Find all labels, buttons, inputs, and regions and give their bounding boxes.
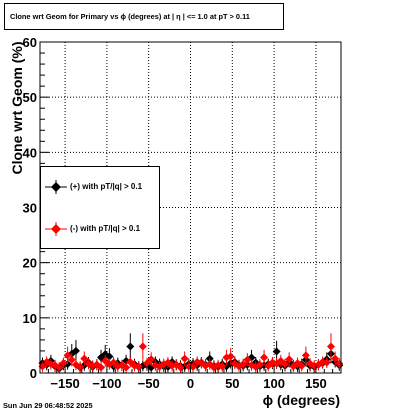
legend-label-negative: (-) with pT/|q| > 0.1 — [70, 224, 141, 233]
diamond-marker — [67, 355, 76, 364]
legend-entry-positive: (+) with pT/|q| > 0.1 — [41, 177, 159, 197]
diamond-marker — [147, 355, 156, 364]
data-point — [55, 361, 64, 373]
diamond-marker — [260, 353, 269, 362]
data-point — [247, 359, 256, 371]
data-point — [243, 353, 252, 367]
diamond-marker — [76, 362, 85, 371]
diamond-marker — [285, 355, 294, 364]
axes: −150 −100 −50 0 50 100 150 0 10 20 30 40 50 60 — [23, 35, 342, 391]
diamond-marker — [97, 363, 106, 372]
data-point — [122, 361, 131, 373]
data-point — [239, 358, 248, 370]
data-point — [331, 351, 340, 366]
y-tick-label: 50 — [23, 90, 37, 105]
diamond-marker — [134, 362, 143, 371]
diamond-marker — [71, 346, 80, 355]
data-point — [301, 346, 310, 365]
diamond-marker — [243, 355, 252, 364]
x-tick-label: 100 — [263, 376, 285, 391]
chart-title: Clone wrt Geom for Primary vs ϕ (degrees… — [4, 3, 284, 30]
diamond-marker — [226, 352, 235, 361]
diamond-marker — [126, 342, 135, 351]
x-tick-label: 150 — [305, 376, 327, 391]
x-tick-label: −100 — [92, 376, 121, 391]
x-tick-label: 50 — [225, 376, 239, 391]
diamond-marker — [239, 360, 248, 369]
y-tick-label: 10 — [23, 311, 37, 326]
diamond-marker — [331, 354, 340, 363]
data-point — [71, 339, 80, 362]
data-point — [218, 360, 227, 372]
data-point — [76, 361, 85, 373]
diamond-marker — [272, 347, 281, 356]
data-point — [63, 346, 72, 365]
data-point — [226, 348, 235, 365]
legend-entry-negative: (-) with pT/|q| > 0.1 — [41, 219, 159, 239]
data-point — [260, 349, 269, 366]
x-tick-label: 0 — [187, 376, 194, 391]
diamond-marker — [38, 362, 47, 371]
diamond-marker — [126, 357, 135, 366]
y-tick-label: 20 — [23, 256, 37, 271]
series-negative — [38, 333, 344, 373]
data-point — [38, 360, 47, 372]
data-point — [126, 333, 135, 360]
diamond-marker — [138, 342, 147, 351]
diamond-marker — [297, 361, 306, 370]
diamond-marker — [63, 351, 72, 360]
data-point — [138, 333, 147, 360]
diamond-marker — [189, 362, 198, 371]
data-point — [172, 359, 181, 371]
diamond-marker — [280, 360, 289, 369]
data-point — [280, 358, 289, 370]
data-point — [189, 361, 198, 373]
legend-marker-positive — [45, 180, 67, 194]
diamond-marker — [55, 363, 64, 372]
data-point — [109, 357, 118, 369]
data-point — [326, 333, 335, 360]
data-point — [147, 352, 156, 367]
x-tick-label: −50 — [138, 376, 160, 391]
diamond-marker — [122, 363, 131, 372]
diamond-marker — [251, 362, 260, 371]
diamond-marker — [80, 354, 89, 363]
data-point — [297, 360, 306, 372]
x-axis-label: ϕ (degrees) — [262, 392, 340, 408]
diamond-marker — [301, 351, 310, 360]
legend: (+) with pT/|q| > 0.1 (-) with pT/|q| > … — [40, 166, 160, 249]
legend-marker-negative — [45, 222, 67, 236]
diamond-marker — [218, 362, 227, 371]
data-point — [97, 361, 106, 373]
data-point — [322, 357, 331, 369]
diamond-marker — [105, 352, 114, 361]
y-tick-label: 40 — [23, 145, 37, 160]
y-tick-label: 60 — [23, 35, 37, 50]
data-point — [285, 352, 294, 367]
data-point — [251, 361, 260, 373]
data-point — [80, 351, 89, 366]
diamond-marker — [326, 342, 335, 351]
data-point — [134, 360, 143, 372]
legend-label-positive: (+) with pT/|q| > 0.1 — [70, 182, 143, 191]
y-tick-label: 0 — [30, 366, 37, 381]
diamond-marker — [180, 354, 189, 363]
diamond-marker — [322, 358, 331, 367]
data-point — [126, 356, 135, 368]
data-point — [255, 359, 264, 371]
data-point — [67, 353, 76, 367]
chart-title-text: Clone wrt Geom for Primary vs ϕ (degrees… — [10, 12, 250, 21]
diamond-marker — [109, 358, 118, 367]
data-point — [180, 351, 189, 366]
timestamp: Sun Jun 29 06:48:52 2025 — [3, 401, 93, 410]
series-layer — [38, 333, 344, 373]
y-axis-label: Clone wrt Geom (%) — [9, 41, 25, 175]
y-tick-label: 30 — [23, 201, 37, 216]
x-tick-label: −150 — [50, 376, 79, 391]
diamond-marker — [255, 360, 264, 369]
